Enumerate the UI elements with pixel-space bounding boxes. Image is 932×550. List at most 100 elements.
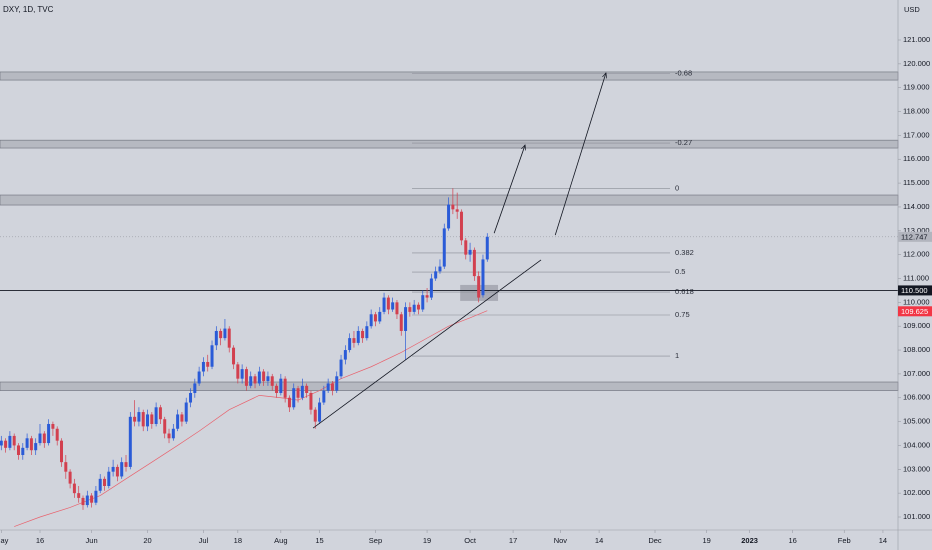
x-tick-label: 15 [315,536,323,545]
candle-body [322,390,326,403]
candle-body [275,385,279,393]
y-tick-label: 107.000 [903,369,930,378]
candle-body [404,307,408,331]
candle-body [313,409,317,422]
candle-body [0,440,3,446]
fib-label: -0.68 [675,68,692,77]
candle-body [60,440,64,463]
candle-body [244,369,248,386]
y-tick-label: 101.000 [903,512,930,521]
candle-body [318,402,322,422]
moving-average [14,310,488,527]
candle-body [163,419,167,434]
candle-body [459,211,463,241]
x-tick-label: Dec [648,536,662,545]
x-tick-label: 14 [595,536,603,545]
fib-label: 1 [675,351,679,360]
candle-body [120,462,124,477]
candle-body [154,407,158,424]
currency-label: USD [904,5,920,14]
candle-body [189,392,193,403]
candle-body [305,385,309,393]
candle-body [219,330,223,339]
candle-body [111,466,115,472]
candle-body [412,304,416,312]
candle-body [158,407,162,420]
fib-label: 0 [675,183,679,192]
candle-body [124,462,128,467]
candle-body [343,350,347,360]
candle-body [361,330,365,339]
y-tick-label: 119.000 [903,83,930,92]
candle-body [395,302,399,315]
candle-body [94,490,98,503]
candle-body [81,497,85,506]
candle-body [64,462,68,472]
price-badge-label: 112.747 [901,232,928,241]
candle-body [330,383,334,391]
candle-body [399,314,403,331]
candle-body [279,378,283,393]
x-tick-label: 17 [509,536,517,545]
candle-body [184,402,188,422]
y-tick-label: 113.000 [903,226,930,235]
price-badge-label: 109.625 [901,307,928,316]
x-tick-label: 19 [702,536,710,545]
candle-body [55,428,59,441]
candle-body [266,376,270,382]
candle-body [150,414,154,424]
candle-body [326,383,330,391]
candle-body [16,445,20,455]
candle-body [270,376,274,386]
candle-body [455,209,459,212]
projection-arrow [493,145,525,234]
candle-body [210,345,214,367]
x-tick-label: 16 [36,536,44,545]
y-tick-label: 115.000 [903,178,930,187]
y-tick-label: 109.000 [903,321,930,330]
x-tick-label: Jun [86,536,98,545]
candle-body [180,414,184,422]
candle-body [176,414,180,429]
candle-body [429,278,433,298]
candle-body [339,359,343,377]
candle-body [283,378,287,398]
candle-body [77,493,81,498]
y-tick-label: 106.000 [903,393,930,402]
candle-body [382,297,386,312]
candle-body [369,314,373,327]
candle-body [214,330,218,346]
candle-body [47,423,51,444]
x-tick-label: 2023 [741,536,758,545]
x-tick-label: Nov [554,536,568,545]
candle-body [223,328,227,339]
candle-body [146,414,150,427]
candle-body [447,204,451,229]
candle-body [257,371,261,384]
candle-body [352,338,356,343]
price-badge-label: 110.500 [901,286,928,295]
candle-body [485,236,489,260]
candle-body [206,361,210,367]
candle-body [103,478,107,486]
candle-body [425,295,429,298]
candle-body [201,361,205,372]
candle-body [421,295,425,310]
candle-body [253,376,257,384]
price-badge [898,285,932,296]
x-tick-label: Oct [464,536,477,545]
candle-body [262,371,266,382]
candle-body [434,271,438,279]
candle-body [408,307,412,312]
y-tick-label: 103.000 [903,464,930,473]
x-tick-label: 19 [423,536,431,545]
candle-body [335,376,339,391]
candle-body [8,435,12,448]
x-tick-label: 16 [788,536,796,545]
candle-body [296,388,300,398]
candle-body [373,314,377,322]
candle-body [416,304,420,310]
candle-body [25,438,29,448]
